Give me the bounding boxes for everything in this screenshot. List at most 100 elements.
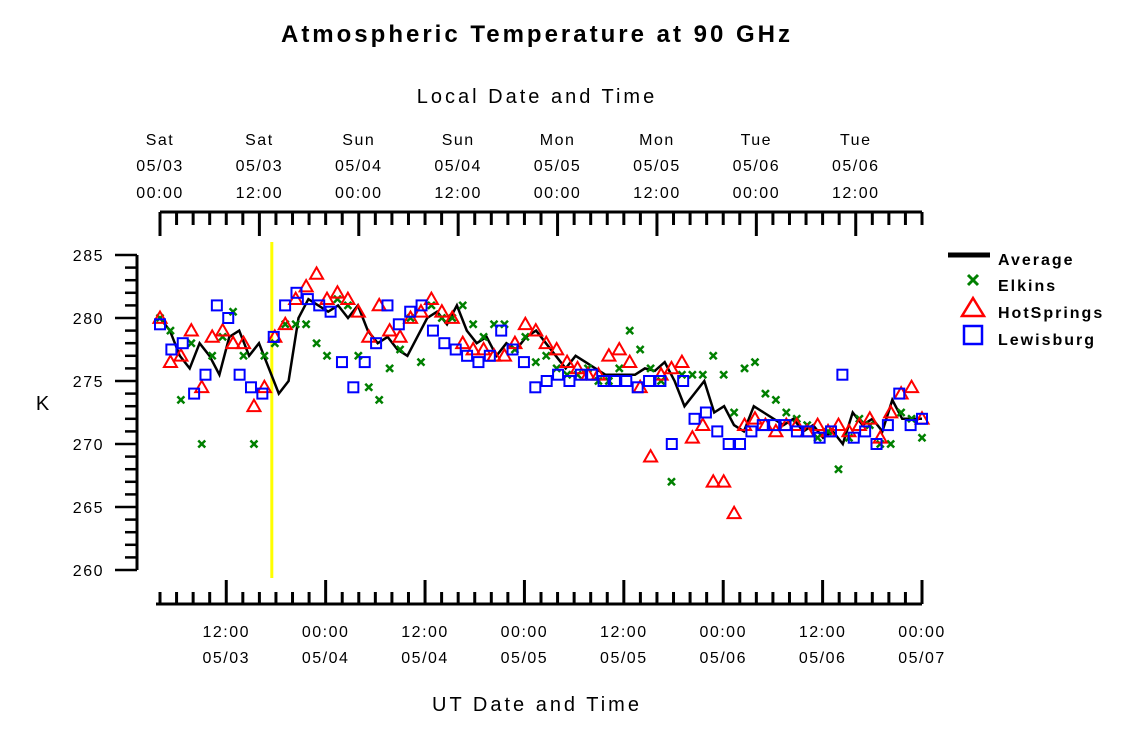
series-average-line <box>159 297 922 447</box>
top-axis-title: Local Date and Time <box>417 86 657 108</box>
data-point <box>235 334 252 350</box>
data-point <box>656 376 666 386</box>
data-point <box>472 356 485 369</box>
legend: Average Elkins HotSprings Lewisburg <box>948 252 1102 349</box>
data-point <box>907 414 916 424</box>
data-point <box>358 356 371 369</box>
data-point <box>541 351 551 361</box>
data-point <box>790 425 803 438</box>
ut-tick-time: 12:00 <box>799 624 847 641</box>
legend-swatch-lewisburg <box>962 324 984 346</box>
data-point <box>391 328 409 343</box>
legend-swatch-hotsprings <box>959 295 987 318</box>
data-point <box>552 368 565 381</box>
y-tick-label: 275 <box>73 374 104 391</box>
local-tick-time: 00:00 <box>733 185 781 202</box>
data-point <box>746 410 764 425</box>
data-point <box>197 439 207 449</box>
data-point <box>665 438 678 450</box>
data-point <box>339 290 357 305</box>
data-point <box>454 334 471 350</box>
data-point <box>761 389 770 398</box>
data-point <box>642 448 659 463</box>
data-point <box>176 395 186 405</box>
data-point <box>635 345 645 354</box>
data-point <box>322 351 332 361</box>
data-point <box>364 382 374 392</box>
data-point <box>779 419 792 432</box>
data-point <box>597 375 610 387</box>
data-point <box>308 265 325 280</box>
legend-label: Average <box>998 252 1075 269</box>
data-point <box>279 299 292 312</box>
data-point <box>620 375 633 387</box>
data-point <box>464 340 482 356</box>
data-point <box>611 340 628 356</box>
data-point <box>861 410 879 425</box>
data-point <box>847 431 860 444</box>
data-point <box>875 439 885 449</box>
local-tick-date: 05/06 <box>832 158 880 175</box>
local-tick-date: 05/05 <box>534 158 582 175</box>
data-point <box>404 305 417 318</box>
data-point <box>586 368 599 381</box>
data-point <box>834 464 843 474</box>
data-point <box>233 368 246 381</box>
data-point <box>529 381 542 394</box>
local-tick-day: Mon <box>540 132 576 149</box>
data-point <box>893 387 906 400</box>
data-point <box>427 301 436 310</box>
data-point <box>392 318 405 331</box>
data-point <box>646 364 655 373</box>
data-point <box>374 395 384 405</box>
data-point <box>479 332 488 342</box>
data-point <box>734 438 747 450</box>
data-point <box>506 343 519 356</box>
data-point <box>210 299 223 312</box>
ut-tick-time: 00:00 <box>699 624 747 641</box>
data-point <box>461 349 474 362</box>
data-point <box>370 337 383 350</box>
data-point <box>729 408 739 417</box>
local-tick-day: Sat <box>245 132 274 149</box>
data-point <box>166 326 175 335</box>
data-point <box>458 301 468 310</box>
data-point <box>882 403 899 419</box>
data-point <box>708 351 718 361</box>
ut-tick-date: 05/06 <box>699 650 747 667</box>
series-lewisburg <box>154 286 928 450</box>
data-point <box>222 312 235 324</box>
data-point <box>438 337 451 350</box>
local-tick-date: 05/03 <box>136 158 184 175</box>
local-tick-day: Sun <box>342 132 375 149</box>
data-point <box>301 293 314 306</box>
data-point <box>154 318 166 331</box>
ut-tick-time: 00:00 <box>302 624 350 641</box>
data-point <box>870 438 883 450</box>
ut-tick-time: 12:00 <box>202 624 250 641</box>
data-point <box>722 438 735 450</box>
data-point <box>437 313 447 323</box>
data-point <box>825 425 838 438</box>
local-tick-time: 12:00 <box>236 185 284 202</box>
ut-tick-time: 12:00 <box>401 624 449 641</box>
data-point <box>186 338 196 348</box>
ut-tick-date: 05/06 <box>799 650 847 667</box>
data-point <box>540 375 553 387</box>
data-point <box>426 324 439 337</box>
data-point <box>677 375 690 387</box>
data-point <box>301 319 311 329</box>
data-point <box>548 340 565 356</box>
data-point <box>916 412 928 425</box>
data-point <box>245 397 263 413</box>
data-point <box>199 368 212 381</box>
data-point <box>297 277 315 293</box>
plot-area <box>151 242 931 578</box>
data-point <box>495 324 508 337</box>
legend-label: Lewisburg <box>998 332 1096 349</box>
data-point <box>527 322 545 337</box>
data-point <box>740 364 749 373</box>
local-tick-day: Sun <box>442 132 475 149</box>
data-point <box>836 368 849 381</box>
data-point <box>449 343 462 356</box>
